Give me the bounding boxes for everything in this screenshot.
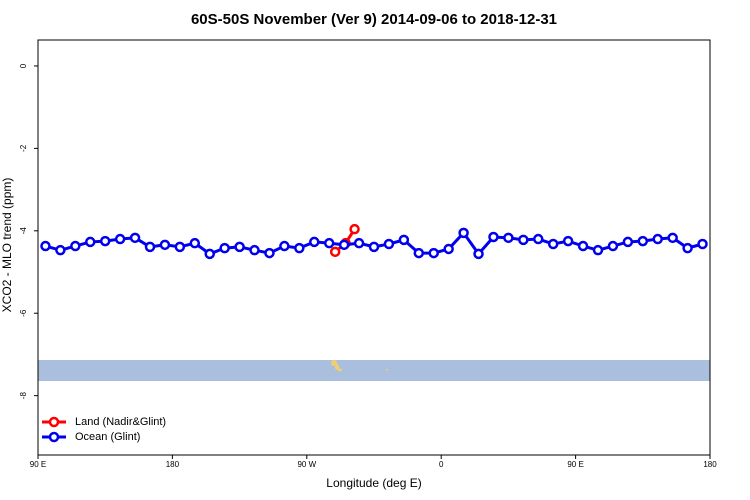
data-point [607,240,619,252]
data-point [533,233,544,245]
data-point [503,232,514,244]
data-point [264,247,275,259]
data-point [174,241,186,253]
data-point [368,241,380,253]
data-point [697,238,708,250]
x-tick-label: 180 [166,460,180,469]
y-tick-label: 0 [19,63,28,68]
data-point [70,240,81,252]
y-tick-label: -6 [19,309,28,317]
data-point [144,241,156,253]
data-point [234,241,245,253]
data-point [428,247,439,259]
data-point [577,240,589,252]
data-point [55,244,66,256]
data-point [329,246,341,258]
x-tick-label: 90 E [567,460,583,469]
data-point [40,240,51,252]
data-point [652,233,663,245]
y-axis-label: XCO2 - MLO trend (ppm) [0,178,14,313]
y-tick-label: -2 [19,144,28,152]
legend-marker [48,431,60,443]
legend-label: Ocean (Glint) [75,431,140,443]
data-point [488,231,499,243]
data-point [547,238,559,250]
x-axis-label: Longitude (deg E) [326,476,421,490]
data-point [458,227,469,239]
data-point [473,248,484,260]
data-point [189,237,201,249]
data-point [443,243,454,255]
data-point [353,237,365,249]
data-point [518,234,529,246]
data-point [562,235,574,247]
data-point [85,236,96,248]
data-point [349,223,360,235]
data-point [279,240,290,252]
legend-marker [48,416,60,428]
plot-frame [37,39,711,456]
x-tick-label: 90 E [30,460,46,469]
x-tick-label: 90 W [297,460,316,469]
data-point [249,244,260,256]
data-point [219,242,230,254]
land-patch [331,360,388,372]
legend-label: Land (Nadir&Glint) [75,416,166,428]
x-tick-label: 180 [703,460,717,469]
y-tick-label: -8 [19,392,28,400]
data-point [204,248,215,260]
data-point [309,236,320,248]
data-point [622,236,634,248]
data-point [99,235,111,247]
data-point [294,242,305,254]
y-tick-label: -4 [19,227,28,235]
data-point [413,247,425,259]
data-point [129,232,141,244]
data-point [338,239,350,251]
data-point [383,238,395,250]
data-point [592,244,604,256]
data-point [682,242,693,254]
chart-title: 60S-50S November (Ver 9) 2014-09-06 to 2… [191,11,557,28]
data-point [398,234,410,246]
data-point [114,233,126,245]
data-point [637,235,649,247]
data-point [323,237,335,249]
land-ocean-band [38,360,710,381]
data-point [159,239,171,251]
data-point [667,232,678,244]
x-tick-label: 0 [439,460,444,469]
